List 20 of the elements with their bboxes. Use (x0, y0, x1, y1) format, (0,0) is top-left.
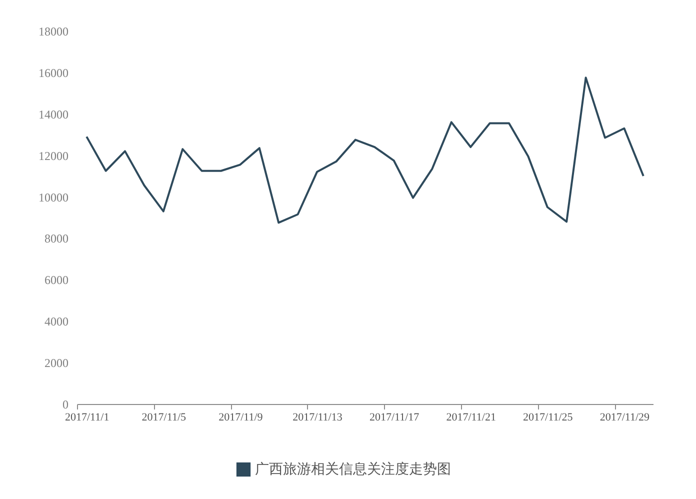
x-tick-label: 2017/11/1 (64, 412, 110, 424)
x-tick-label: 2017/11/9 (218, 412, 264, 424)
y-tick-label: 16000 (38, 66, 68, 80)
x-tick-label: 2017/11/13 (292, 412, 343, 424)
x-tick-label: 2017/11/17 (369, 412, 420, 424)
x-tick-label: 2017/11/29 (600, 412, 650, 424)
y-tick-label: 10000 (38, 190, 68, 204)
y-tick-label: 4000 (44, 314, 68, 329)
legend-label: 广西旅游相关信息关注度走势图 (255, 462, 451, 478)
y-tick-label: 6000 (44, 273, 68, 288)
y-tick-label: 8000 (44, 232, 68, 246)
y-tick-label: 18000 (38, 24, 68, 38)
x-tick-label: 2017/11/21 (446, 412, 496, 424)
y-tick-label: 0 (62, 398, 68, 412)
line-series (86, 76, 644, 224)
y-tick-label: 2000 (44, 356, 68, 370)
y-tick-label: 14000 (38, 107, 68, 122)
x-tick-label: 2017/11/5 (142, 412, 186, 424)
y-tick-label: 12000 (38, 148, 68, 163)
x-tick-label: 2017/11/25 (523, 412, 574, 424)
